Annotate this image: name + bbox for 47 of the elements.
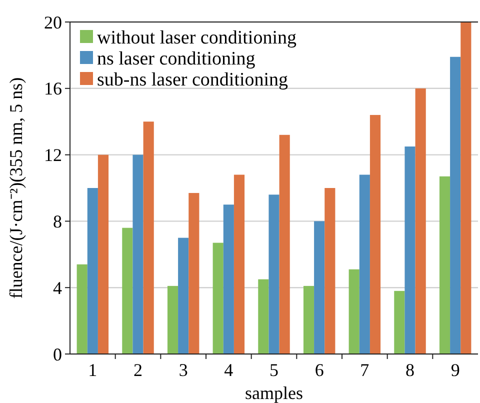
bar [98,154,109,354]
bar [122,228,133,354]
y-tick-label: 0 [53,344,62,364]
y-tick-label: 16 [44,78,62,99]
bar [314,221,325,354]
bar [324,188,336,354]
x-axis-title: samples [245,383,303,403]
x-tick-label: 6 [314,360,324,380]
bar [258,279,269,354]
bar [370,114,381,354]
bar [279,134,290,354]
x-tick-label: 5 [270,360,278,380]
x-tick-label: 3 [178,360,188,380]
bar [404,146,416,354]
legend-label: ns laser conditioning [97,48,256,70]
x-tick-label: 8 [406,360,414,380]
bar [87,188,98,354]
bar [439,176,450,354]
bar [268,194,280,354]
legend-label: sub-ns laser conditioning [97,70,289,91]
bar [167,286,178,354]
legend-label: without laser conditioning [97,28,297,49]
bar [359,174,370,354]
bar [415,88,426,354]
bar [234,174,245,354]
y-tick-label: 12 [44,145,62,166]
x-tick-label: 2 [134,360,142,380]
y-tick-label: 20 [44,12,62,32]
bar [178,238,189,354]
x-tick-label: 9 [450,360,460,380]
x-tick-label: 4 [224,360,234,380]
bar [394,290,405,354]
bar [460,22,472,354]
bar [132,154,144,354]
bar [188,192,200,354]
x-tick-label: 1 [88,360,98,380]
bar [450,56,461,354]
bar [76,264,88,354]
bar [212,242,224,354]
bar [143,122,154,354]
x-tick-label: 7 [360,360,370,380]
y-tick-label: 8 [53,212,62,232]
bar [223,204,234,354]
bar [348,269,360,354]
y-axis-title: fluence/(J·cm⁻²)(355 nm, 5 ns) [6,77,26,299]
bar [303,286,314,354]
y-tick-label: 4 [53,278,62,298]
